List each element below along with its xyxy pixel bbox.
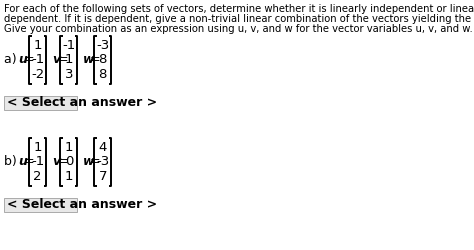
FancyBboxPatch shape xyxy=(4,96,77,110)
Text: -1: -1 xyxy=(31,53,45,66)
Text: a): a) xyxy=(4,53,20,66)
Text: =: = xyxy=(90,155,100,168)
Text: 4: 4 xyxy=(99,141,107,154)
Text: v: v xyxy=(52,155,60,168)
Text: 8: 8 xyxy=(99,53,107,66)
Text: < Select an answer >: < Select an answer > xyxy=(7,96,156,110)
Text: 1: 1 xyxy=(34,39,42,52)
Text: 1: 1 xyxy=(64,53,73,66)
Text: 8: 8 xyxy=(99,68,107,81)
Text: 1: 1 xyxy=(34,141,42,154)
Text: =: = xyxy=(90,53,100,66)
Text: =: = xyxy=(57,53,68,66)
Text: Give your combination as an expression using u, v, and w for the vector variable: Give your combination as an expression u… xyxy=(4,24,473,34)
Text: =: = xyxy=(57,155,68,168)
Text: -3: -3 xyxy=(96,39,109,52)
Text: 0: 0 xyxy=(65,155,73,168)
Text: w: w xyxy=(83,53,95,66)
Text: -3: -3 xyxy=(96,155,109,168)
Text: < Select an answer >: < Select an answer > xyxy=(7,198,156,211)
Text: =: = xyxy=(23,155,34,168)
Text: w: w xyxy=(83,155,95,168)
Text: 7: 7 xyxy=(99,170,107,183)
Text: 1: 1 xyxy=(64,141,73,154)
FancyBboxPatch shape xyxy=(4,198,77,212)
Text: u: u xyxy=(18,53,27,66)
Text: -2: -2 xyxy=(31,68,45,81)
Text: For each of the following sets of vectors, determine whether it is linearly inde: For each of the following sets of vector… xyxy=(4,4,474,14)
Text: 1: 1 xyxy=(64,170,73,183)
Text: dependent. If it is dependent, give a non-trivial linear combination of the vect: dependent. If it is dependent, give a no… xyxy=(4,14,474,24)
Text: 3: 3 xyxy=(64,68,73,81)
Text: =: = xyxy=(23,53,34,66)
Text: b): b) xyxy=(4,155,21,168)
Text: u: u xyxy=(18,155,27,168)
Text: -1: -1 xyxy=(31,155,45,168)
Text: v: v xyxy=(52,53,60,66)
Text: -1: -1 xyxy=(62,39,75,52)
Text: 2: 2 xyxy=(34,170,42,183)
